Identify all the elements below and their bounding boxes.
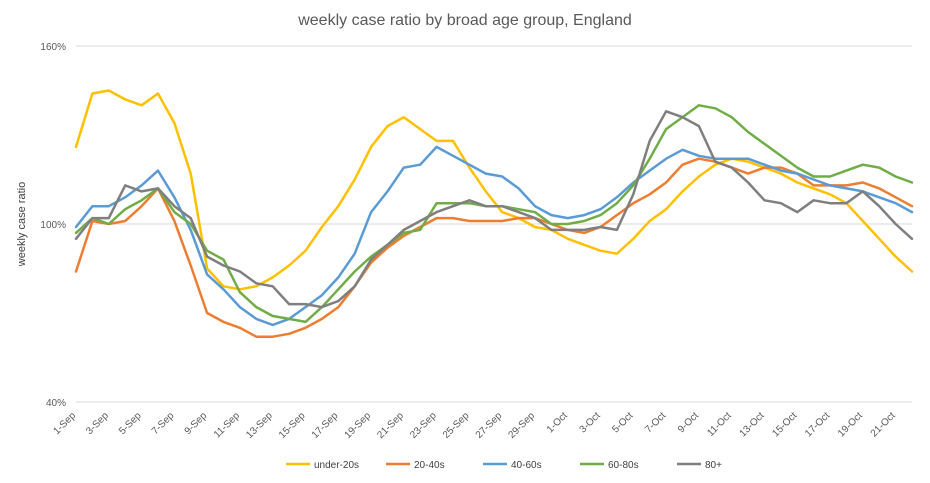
legend-label: under-20s <box>314 460 359 471</box>
x-tick-label: 19-Oct <box>836 410 865 439</box>
x-tick-label: 25-Sep <box>441 410 472 441</box>
x-tick-label: 11-Oct <box>705 410 734 439</box>
x-tick-label: 1-Oct <box>545 410 570 435</box>
x-tick-label: 17-Oct <box>803 410 832 439</box>
chart-title: weekly case ratio by broad age group, En… <box>297 12 632 29</box>
x-tick-label: 5-Sep <box>117 410 144 437</box>
y-tick-label: 100% <box>40 220 66 231</box>
legend-label: 60-80s <box>608 460 639 471</box>
x-tick-label: 27-Sep <box>474 410 505 441</box>
gridlines <box>76 45 912 403</box>
series-line-60-80s <box>74 104 914 324</box>
x-tick-label: 17-Sep <box>310 410 341 441</box>
x-tick-label: 9-Oct <box>676 410 701 435</box>
x-tick-label: 5-Oct <box>610 410 635 435</box>
x-tick-label: 13-Oct <box>738 410 767 439</box>
legend-label: 20-40s <box>414 460 445 471</box>
x-tick-label: 29-Sep <box>507 410 538 441</box>
legend-label: 40-60s <box>511 460 542 471</box>
legend-label: 80+ <box>705 460 722 471</box>
series-line-40-60s <box>74 145 914 327</box>
x-tick-label: 19-Sep <box>343 410 374 441</box>
y-tick-label: 160% <box>40 42 66 53</box>
legend: under-20s 20-40s 40-60s 60-80s 80+ <box>286 460 722 471</box>
x-tick-label: 7-Sep <box>150 410 177 437</box>
x-tick-label: 3-Oct <box>578 410 603 435</box>
x-axis-ticks: 1-Sep 3-Sep 5-Sep 7-Sep 9-Sep 11-Sep 13-Sep 15-… <box>51 410 897 441</box>
series-line-20-40s <box>74 157 914 338</box>
x-tick-label: 11-Sep <box>212 410 242 440</box>
x-tick-label: 21-Oct <box>869 410 898 439</box>
y-tick-label: 40% <box>46 398 66 409</box>
x-tick-label: 13-Sep <box>244 410 275 441</box>
x-tick-label: 21-Sep <box>375 410 406 441</box>
y-axis-label: weekly case ratio <box>16 182 28 267</box>
x-tick-label: 7-Oct <box>643 410 668 435</box>
x-tick-label: 9-Sep <box>183 410 210 437</box>
x-tick-label: 15-Sep <box>277 410 308 441</box>
series-line-80 <box>74 110 914 309</box>
series-lines <box>74 89 914 338</box>
x-tick-label: 3-Sep <box>84 410 111 437</box>
x-tick-label: 1-Sep <box>51 410 78 437</box>
x-tick-label: 23-Sep <box>408 410 439 441</box>
x-tick-label: 15-Oct <box>770 410 799 439</box>
series-line-under-20s <box>74 89 914 291</box>
y-axis-ticks: 40% 100% 160% <box>40 42 66 409</box>
